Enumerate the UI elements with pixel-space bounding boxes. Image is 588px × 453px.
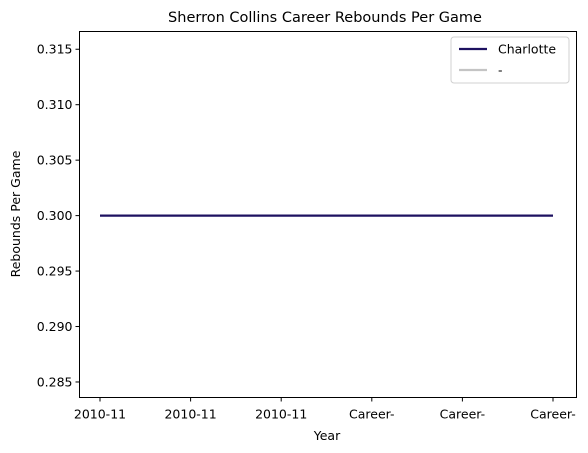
legend-label: - (498, 63, 503, 78)
y-axis-title: Rebounds Per Game (8, 150, 23, 277)
plot-frame (79, 31, 577, 398)
plot-area (79, 31, 577, 398)
y-tick-label: 0.300 (37, 208, 73, 223)
legend-label: Charlotte (498, 42, 556, 57)
x-axis: 2010-11 2010-11 2010-11 Career- Career- Caree… (74, 397, 576, 422)
y-tick-label: 0.315 (37, 42, 73, 57)
legend: Charlotte - (450, 36, 570, 84)
chart-title: Sherron Collins Career Rebounds Per Game (168, 10, 482, 26)
x-tick-label: Career- (349, 407, 394, 422)
x-tick-label: 2010-11 (164, 407, 216, 422)
y-axis: 0.285 0.290 0.295 0.300 0.305 0.310 0.315 (37, 42, 80, 389)
x-axis-title: Year (313, 428, 341, 443)
y-tick-label: 0.305 (37, 153, 73, 168)
x-tick-label: Career- (530, 407, 575, 422)
y-tick-label: 0.310 (37, 97, 73, 112)
x-tick-label: Career- (440, 407, 485, 422)
y-tick-label: 0.290 (37, 319, 73, 334)
y-tick-label: 0.295 (37, 264, 73, 279)
y-tick-label: 0.285 (37, 374, 73, 389)
x-tick-label: 2010-11 (74, 407, 126, 422)
x-tick-label: 2010-11 (255, 407, 307, 422)
